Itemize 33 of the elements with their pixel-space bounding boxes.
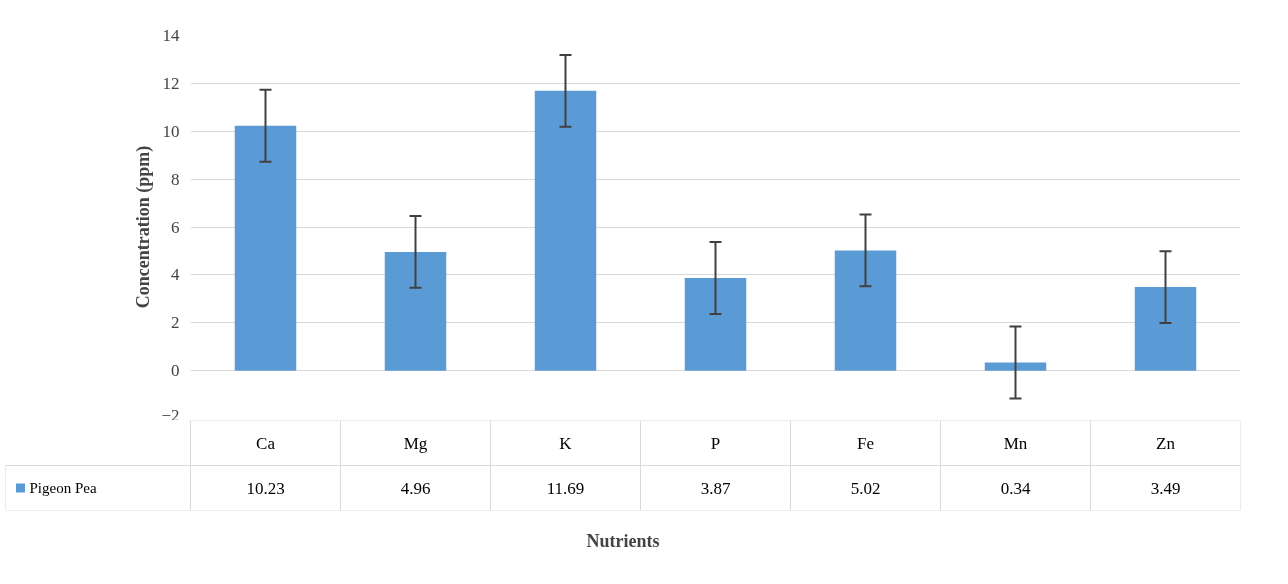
y-axis-title: Concentration (ppm) [133,145,155,309]
x-tick-label: Mg [403,433,428,453]
x-tick-label: Fe [857,433,874,453]
data-label: 5.02 [850,478,881,498]
bar [984,362,1047,371]
bar [234,125,297,371]
bar [1134,287,1197,371]
data-label: 3.87 [700,478,731,498]
data-label: 4.96 [400,478,431,498]
bar [684,277,747,371]
bar [384,251,447,371]
data-label: 0.34 [1000,478,1031,498]
y-tick-label: 14 [162,26,180,45]
data-label: 10.23 [246,478,285,498]
x-tick-label: Zn [1156,433,1176,453]
bar [534,90,597,371]
y-tick-label: 6 [171,217,180,237]
y-tick-label: 10 [162,121,180,141]
legend-label: Pigeon Pea [29,480,97,496]
x-tick-label: P [710,433,721,453]
y-tick-label: 12 [162,73,180,93]
y-tick-label: 0 [171,361,180,381]
data-label: 11.69 [546,478,585,498]
x-tick-label: Ca [256,433,276,453]
y-tick-label: −2 [161,405,180,425]
y-tick-label: 8 [171,169,180,189]
y-tick-label: 4 [171,265,180,285]
x-tick-label: Mn [1003,433,1028,453]
data-label: 3.49 [1150,478,1181,498]
y-tick-label: 2 [171,313,180,333]
bar [834,250,897,371]
x-tick-label: K [559,433,573,453]
x-axis-title: Nutrients [586,530,660,551]
